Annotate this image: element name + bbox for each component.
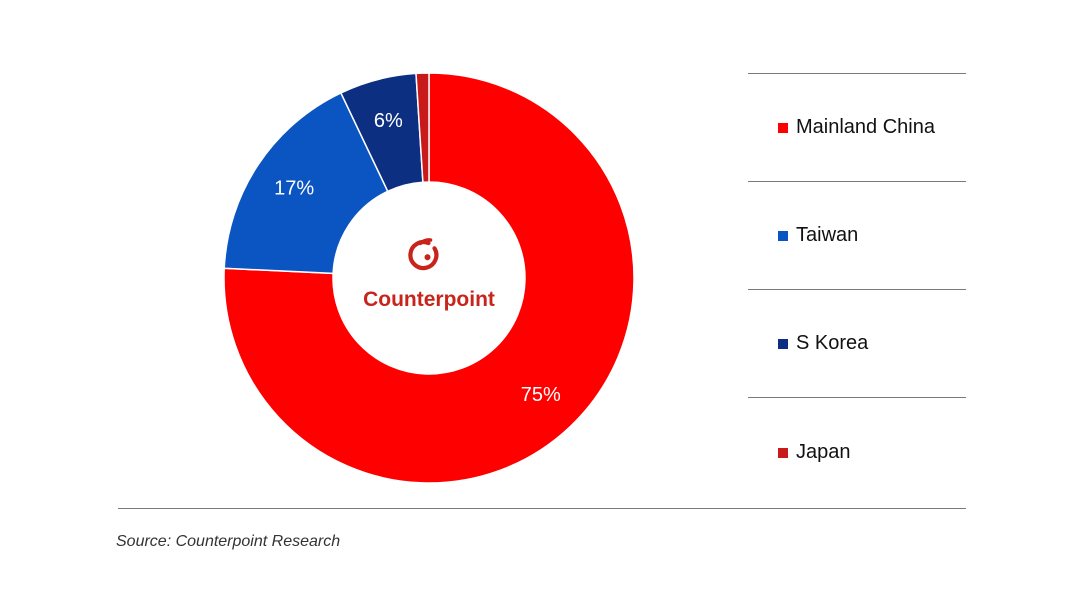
slice-label-taiwan: 17%: [274, 177, 314, 199]
source-note: Source: Counterpoint Research: [116, 533, 341, 550]
slice-mainland-china: [223, 72, 635, 484]
legend-swatch-s-korea: [778, 338, 788, 349]
legend-label-taiwan: Taiwan: [796, 224, 859, 246]
slice-label-mainland-china: 75%: [521, 384, 561, 406]
legend-swatch-japan: [778, 447, 788, 458]
slice-label-s-korea: 6%: [374, 110, 403, 132]
slice-taiwan: [223, 91, 389, 275]
legend-label-japan: Japan: [796, 441, 851, 463]
legend-swatch-taiwan: [778, 230, 788, 241]
legend-item-japan: Japan: [748, 397, 966, 507]
divider-line: [118, 508, 966, 509]
donut-slices: [223, 72, 635, 484]
slice-japan: [415, 72, 430, 183]
legend-item-s-korea: S Korea: [748, 289, 966, 397]
legend-label-mainland-china: Mainland China: [796, 116, 935, 138]
legend-item-taiwan: Taiwan: [748, 181, 966, 289]
legend-swatch-mainland-china: [778, 122, 788, 133]
chart-legend: Mainland China Taiwan S Korea Japan: [748, 73, 966, 507]
center-logo: Counterpoint: [363, 238, 495, 311]
legend-label-s-korea: S Korea: [796, 332, 869, 354]
counterpoint-logo-text: Counterpoint: [363, 288, 495, 311]
legend-item-mainland-china: Mainland China: [748, 73, 966, 181]
counterpoint-logo-icon: [408, 238, 439, 271]
slice-labels: 75% 17% 6%: [274, 110, 561, 406]
